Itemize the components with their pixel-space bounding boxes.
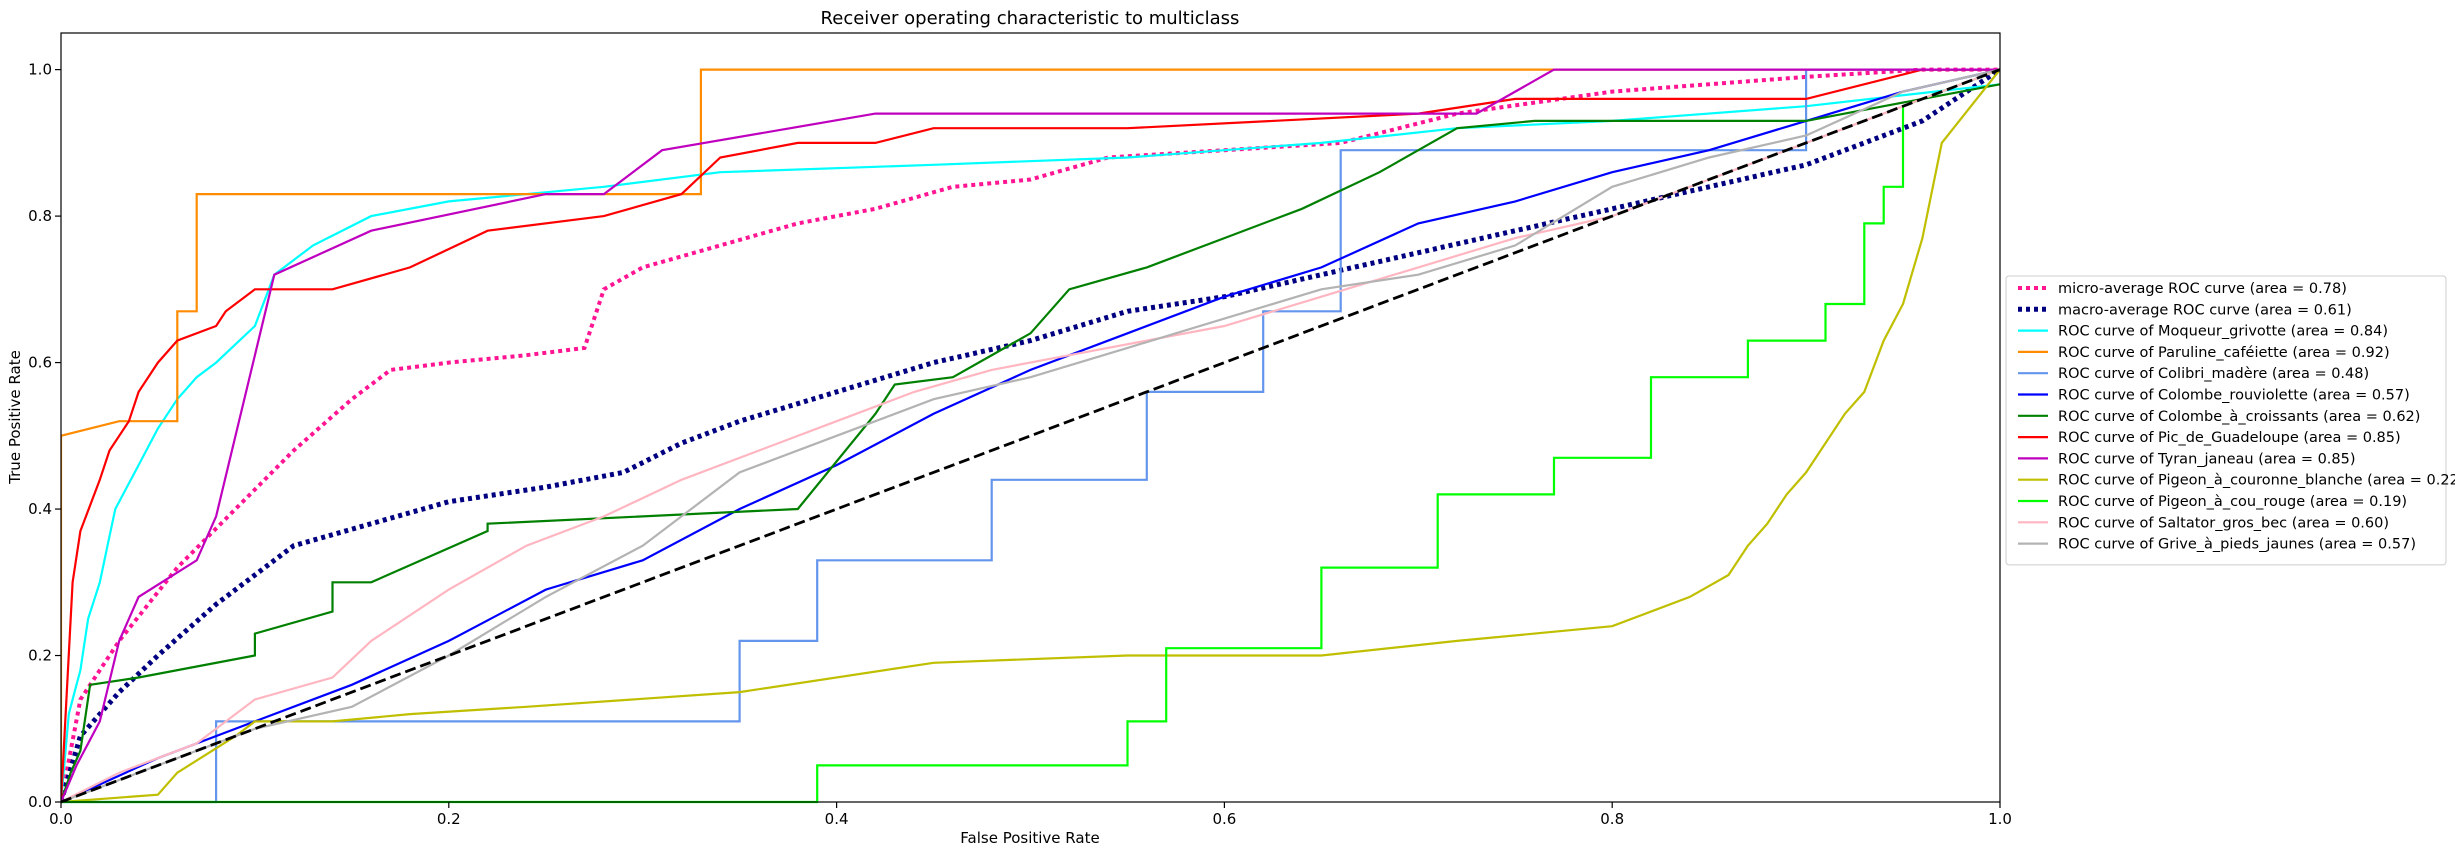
series-line-0 [61, 67, 2000, 803]
series-line-6 [61, 83, 2000, 803]
legend-label: micro-average ROC curve (area = 0.78) [2058, 281, 2347, 297]
legend-label: ROC curve of Colombe_rouviolette (area =… [2058, 388, 2410, 404]
y-axis: 0.0 0.2 0.4 0.6 0.8 1.0 [28, 61, 61, 811]
plot-frame [60, 32, 2001, 803]
legend-label: ROC curve of Moqueur_grivotte (area = 0.… [2058, 324, 2388, 340]
y-tick-label: 1.0 [28, 61, 52, 79]
series-line-8 [61, 68, 2000, 803]
legend-label: ROC curve of Colibri_madère (area = 0.48… [2058, 366, 2369, 382]
legend: micro-average ROC curve (area = 0.78) mac… [2005, 275, 2455, 566]
x-tick-label: 0.6 [1212, 810, 1236, 828]
legend-label: ROC curve of Saltator_gros_bec (area = 0… [2058, 515, 2389, 531]
x-tick-label: 0.2 [437, 810, 461, 828]
x-axis: 0.0 0.2 0.4 0.6 0.8 1.0 [49, 802, 2012, 828]
legend-label: ROC curve of Tyran_janeau (area = 0.85) [2058, 451, 2356, 467]
legend-label: ROC curve of Grive_à_pieds_jaunes (area … [2058, 537, 2416, 553]
series-line-1 [61, 67, 2000, 803]
plot-area [61, 67, 2000, 804]
series-line-7 [61, 68, 2000, 803]
legend-label: ROC curve of Colombe_à_croissants (area … [2058, 409, 2420, 425]
x-tick-label: 0.8 [1600, 810, 1624, 828]
legend-label: ROC curve of Pigeon_à_cou_rouge (area = … [2058, 494, 2407, 510]
y-tick-label: 0.2 [28, 647, 52, 665]
series-line-2 [61, 83, 2000, 803]
series-line-5 [61, 68, 2000, 804]
y-tick-label: 0.6 [28, 354, 52, 372]
y-tick-label: 0.4 [28, 500, 52, 518]
legend-label: ROC curve of Pic_de_Guadeloupe (area = 0… [2058, 430, 2401, 446]
y-axis-label: True Positive Rate [6, 350, 24, 485]
x-axis-label: False Positive Rate [960, 829, 1099, 847]
series-line-9 [61, 68, 2000, 804]
series-line-12 [61, 68, 2000, 804]
series-line-3 [61, 68, 2000, 802]
x-tick-label: 0.0 [49, 810, 73, 828]
x-tick-label: 0.4 [825, 810, 849, 828]
series-line-10 [61, 68, 2000, 804]
legend-box [2005, 275, 2447, 566]
chance-line [61, 68, 2000, 804]
y-tick-label: 0.0 [28, 793, 52, 811]
chart-title: Receiver operating characteristic to mul… [821, 8, 1240, 29]
x-tick-label: 1.0 [1988, 810, 2012, 828]
legend-label: macro-average ROC curve (area = 0.61) [2058, 302, 2352, 318]
legend-label: ROC curve of Paruline_caféiette (area = … [2058, 345, 2390, 361]
legend-label: ROC curve of Pigeon_à_couronne_blanche (… [2058, 473, 2455, 489]
y-tick-label: 0.8 [28, 207, 52, 225]
